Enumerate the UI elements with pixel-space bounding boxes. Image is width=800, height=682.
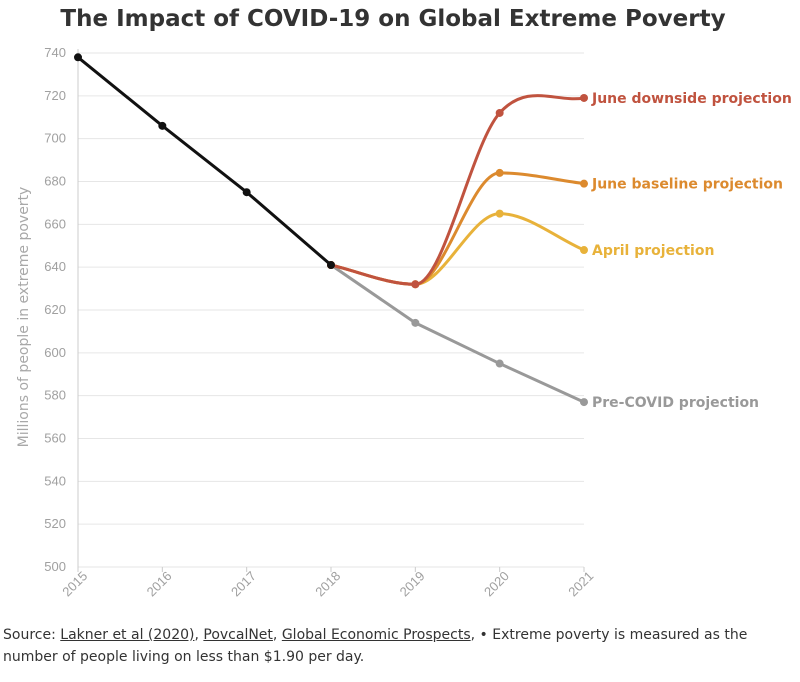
chart-title: The Impact of COVID-19 on Global Extreme… — [60, 6, 726, 32]
series-line-historical — [76, 55, 333, 267]
y-tick-label-700: 700 — [44, 131, 66, 146]
data-point-pre-covid-projection-2021 — [580, 398, 588, 407]
data-point-june-downside-projection-2019 — [411, 280, 420, 289]
y-axis-ticks: 500 520 540 560 580 600 620 640 660 680 700 720 740 — [44, 45, 66, 574]
data-point-june-baseline-projection-2021 — [580, 179, 588, 188]
series-group — [74, 53, 588, 407]
x-tick-label-2016: 2016 — [144, 568, 175, 599]
x-tick-label-2019: 2019 — [397, 568, 428, 599]
data-point-june-downside-projection-2020 — [495, 108, 504, 117]
x-axis-ticks: 2015 2016 2017 2018 2019 2020 2021 — [59, 567, 596, 599]
source-note-text: , • Extreme poverty is measured as the n… — [3, 627, 748, 665]
y-axis-label: Millions of people in extreme poverty — [16, 187, 32, 448]
line-chart: 500520540560580600620640660680700720740 … — [16, 45, 792, 599]
y-tick-label-540: 540 — [44, 473, 66, 488]
series-label-pre-covid-projection: Pre-COVID projection — [592, 395, 759, 411]
series-label-june-downside-projection: June downside projection — [591, 91, 792, 107]
y-tick-label-620: 620 — [44, 302, 66, 317]
series-line-pre-covid-projection — [329, 263, 586, 404]
data-point-historical-2018 — [327, 261, 335, 270]
series-label-april-projection: April projection — [592, 243, 714, 259]
data-point-historical-2017 — [242, 188, 251, 197]
source-sep-1: , — [194, 627, 204, 643]
data-point-historical-2016 — [158, 121, 167, 130]
x-tick-label-2017: 2017 — [228, 568, 259, 599]
x-tick-label-2020: 2020 — [481, 568, 512, 599]
x-tick-label-2021: 2021 — [565, 568, 596, 599]
data-point-april-projection-2021 — [580, 246, 588, 255]
source-link-lakner[interactable]: Lakner et al (2020) — [60, 627, 195, 643]
y-tick-label-520: 520 — [44, 516, 66, 531]
source-sep-2: , — [272, 627, 282, 643]
data-point-june-downside-projection-2021 — [580, 93, 588, 102]
data-point-pre-covid-projection-2020 — [495, 359, 504, 368]
data-point-pre-covid-projection-2019 — [411, 318, 420, 327]
source-prefix: Source: — [3, 627, 61, 643]
y-tick-label-680: 680 — [44, 174, 66, 189]
y-tick-label-580: 580 — [44, 388, 66, 403]
source-link-gep[interactable]: Global Economic Prospects — [281, 627, 471, 643]
y-tick-label-500: 500 — [44, 559, 66, 574]
y-tick-label-560: 560 — [44, 431, 66, 446]
source-link-povcalnet[interactable]: PovcalNet — [203, 627, 273, 643]
data-point-april-projection-2020 — [495, 209, 504, 218]
y-tick-label-740: 740 — [44, 45, 66, 60]
series-line-june-downside-projection — [329, 94, 586, 286]
y-tick-label-660: 660 — [44, 216, 66, 231]
y-tick-label-600: 600 — [44, 345, 66, 360]
source-note: Source: Lakner et al (2020), PovcalNet, … — [3, 624, 793, 668]
gridlines — [78, 52, 584, 568]
y-tick-label-720: 720 — [44, 88, 66, 103]
y-tick-label-640: 640 — [44, 259, 66, 274]
series-labels: Pre-COVID projection April projection June… — [591, 91, 792, 411]
data-point-june-baseline-projection-2020 — [495, 168, 504, 177]
series-label-june-baseline-projection: June baseline projection — [591, 177, 783, 193]
x-tick-label-2018: 2018 — [312, 568, 343, 599]
data-point-historical-2015 — [74, 53, 82, 62]
